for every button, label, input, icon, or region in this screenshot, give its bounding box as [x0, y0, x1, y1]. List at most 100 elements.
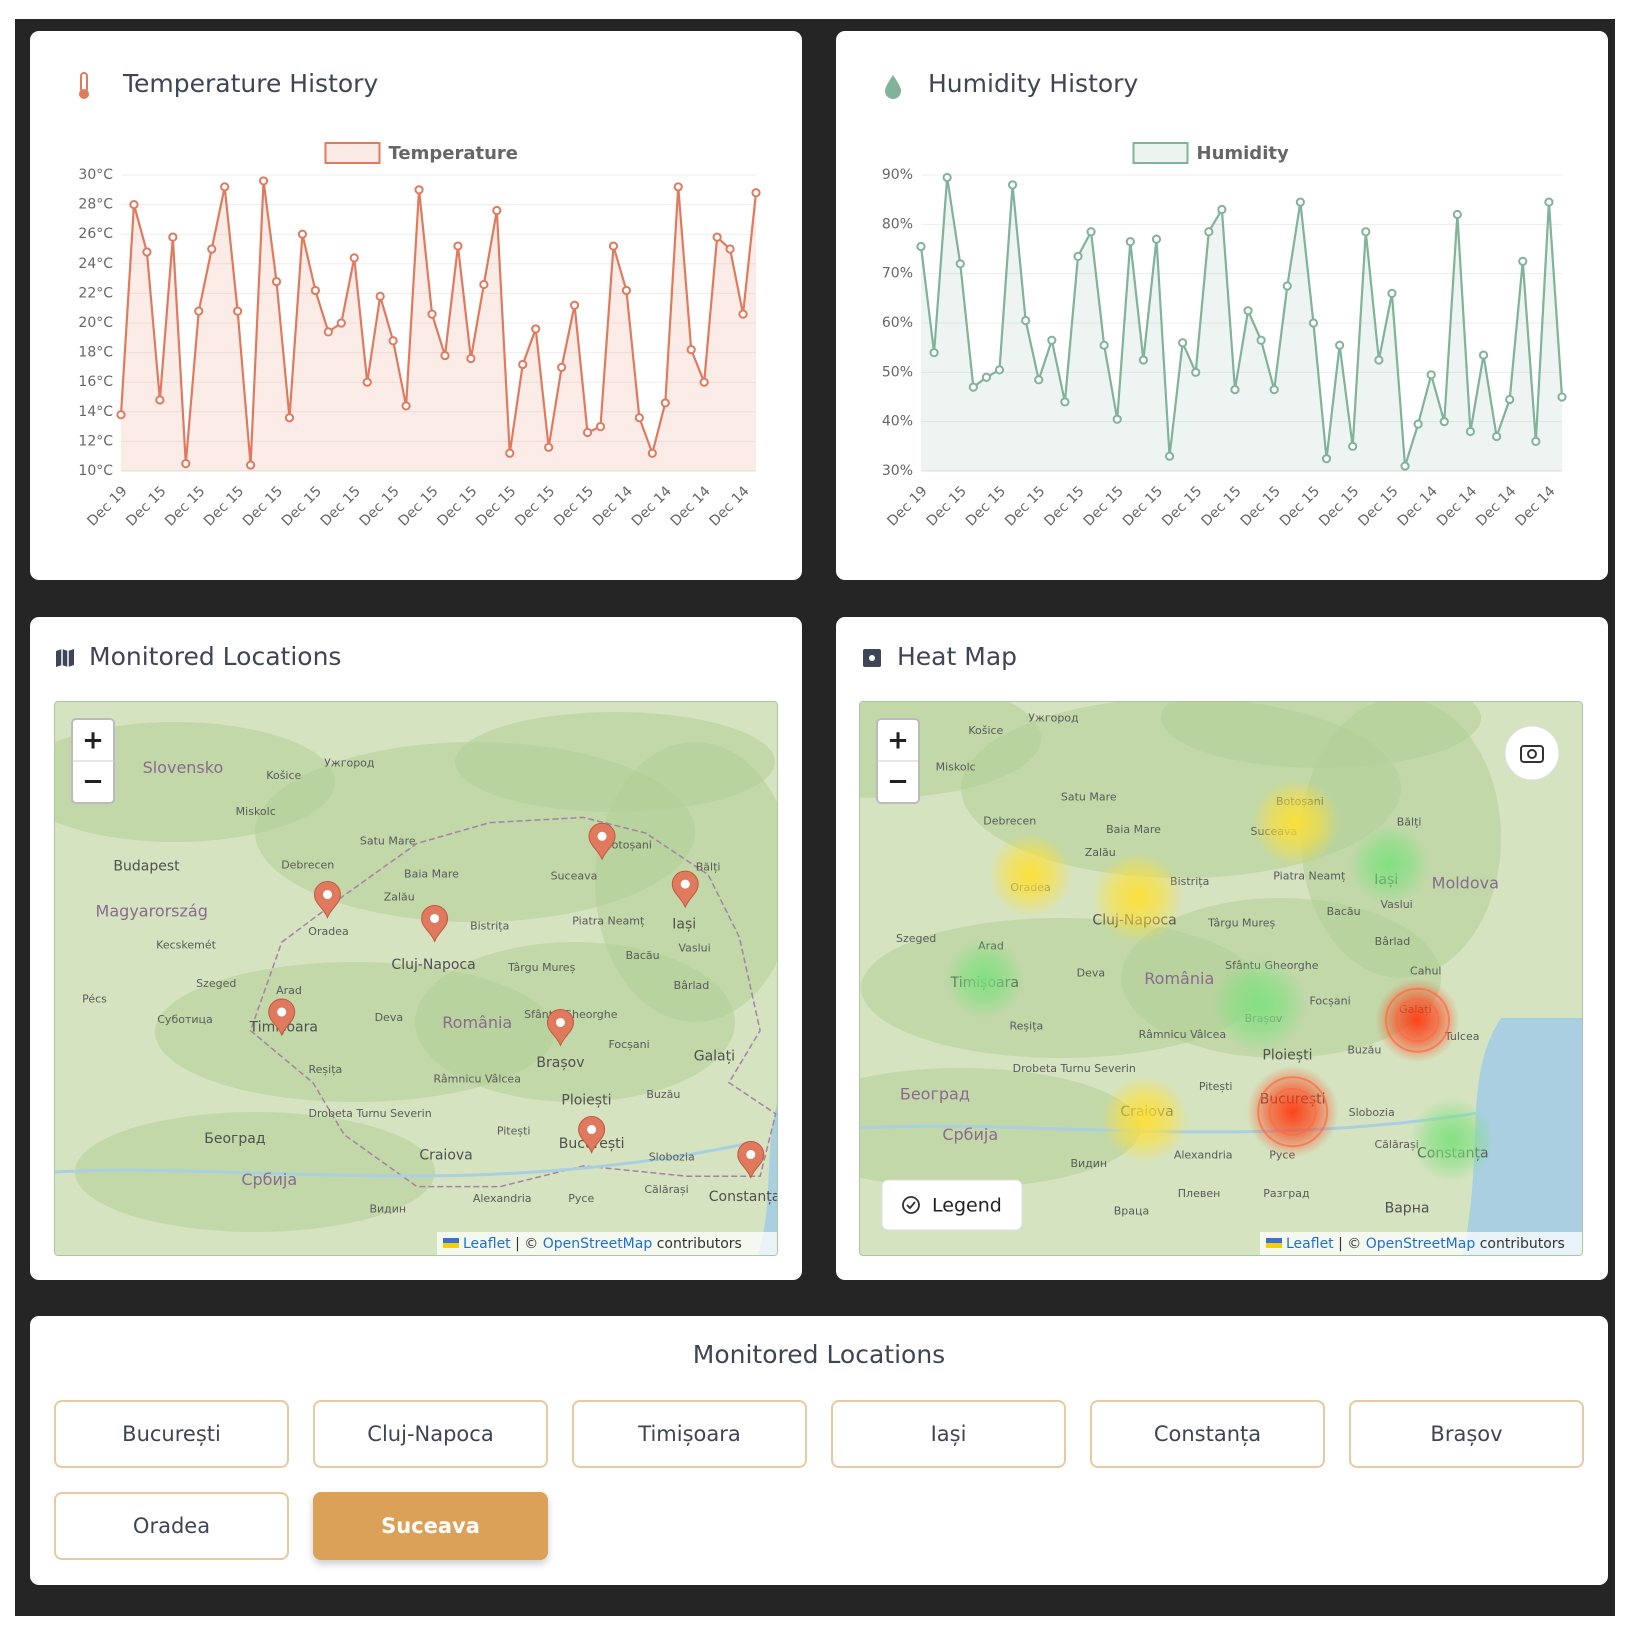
map-label: Alexandria	[1174, 1148, 1233, 1161]
map-label: Košice	[266, 769, 301, 782]
data-point	[686, 345, 696, 355]
marker-dot	[277, 1007, 287, 1017]
x-tick-label: Dec 14	[1473, 483, 1519, 529]
heatmap[interactable]: Košice Ужгород Miskolc Satu Mare Debrecen Bai…	[859, 701, 1583, 1256]
location-marker[interactable]	[421, 904, 449, 943]
location-marker[interactable]	[671, 870, 699, 909]
location-marker[interactable]	[313, 881, 341, 919]
data-point	[1413, 419, 1423, 429]
map-label: Bacău	[626, 949, 660, 962]
map-label: Râmnicu Vâlcea	[434, 1073, 521, 1086]
data-point	[544, 442, 554, 452]
location-button[interactable]: Timișoara	[572, 1400, 807, 1468]
map-label: Разград	[1263, 1187, 1310, 1200]
data-point	[440, 350, 450, 361]
border	[249, 816, 777, 1188]
map-label: Cahul	[1410, 964, 1441, 977]
location-button[interactable]: Brașov	[1349, 1400, 1584, 1468]
data-point	[1164, 451, 1175, 461]
marker-dot	[430, 913, 440, 923]
legend-button[interactable]	[881, 1179, 1023, 1231]
x-tick-label: Dec 15	[551, 483, 597, 529]
location-button[interactable]: București	[54, 1400, 289, 1468]
data-point	[207, 244, 217, 254]
data-point	[1295, 197, 1305, 207]
location-marker[interactable]	[737, 1141, 765, 1179]
map-label: Moldova	[1432, 874, 1499, 893]
map-label: Košice	[968, 724, 1003, 737]
legend-swatch	[1132, 142, 1189, 164]
heatmap-icon	[863, 649, 881, 667]
zoom-in[interactable]: +	[82, 726, 104, 756]
x-tick-label: Dec 15	[924, 483, 970, 529]
drop-icon	[885, 75, 901, 99]
data-point	[1178, 338, 1188, 348]
data-point	[336, 318, 346, 328]
location-button[interactable]: Iași	[831, 1400, 1066, 1468]
location-marker[interactable]	[268, 998, 296, 1037]
legend-label: Humidity	[1197, 143, 1289, 164]
zoom-out[interactable]: −	[887, 767, 909, 797]
map-label: Buzău	[646, 1088, 680, 1101]
y-tick-label: 80%	[882, 216, 913, 232]
x-tick-label: Dec 15	[434, 483, 480, 529]
x-tick-label: Dec 15	[201, 483, 247, 529]
data-point	[1348, 441, 1358, 451]
zoom-in[interactable]: +	[887, 726, 909, 756]
data-point	[1060, 397, 1070, 407]
map-label: Суботица	[157, 1013, 213, 1026]
data-point	[1452, 209, 1462, 220]
attribution-part: OpenStreetMap	[543, 1236, 653, 1252]
series-area	[121, 180, 756, 472]
x-tick-label: Dec 14	[590, 483, 636, 529]
humidity-panel: Humidity History 30% 40% 50% 60% 70% 80% 90% De…	[836, 31, 1608, 580]
map[interactable]: Slovensko Košice Ужгород Miskolc Budapest Mag…	[54, 701, 778, 1256]
map-label: Zalău	[384, 891, 415, 904]
map-label: Bârlad	[1375, 935, 1411, 948]
map-label: Reșița	[309, 1063, 343, 1076]
y-tick-label: 20°C	[78, 315, 113, 331]
data-point	[181, 459, 191, 469]
zoom-out[interactable]: −	[82, 767, 104, 797]
heat-spot	[988, 832, 1073, 917]
map-label: Pitești	[497, 1125, 531, 1138]
y-tick-label: 30%	[882, 463, 913, 479]
data-point	[518, 359, 528, 370]
map-label: Београд	[204, 1131, 265, 1147]
x-tick-label: Dec 15	[279, 483, 325, 529]
data-point	[595, 422, 606, 432]
data-point	[362, 377, 372, 387]
location-button[interactable]: Cluj-Napoca	[313, 1400, 548, 1468]
x-tick-label: Dec 14	[629, 483, 675, 529]
y-tick-label: 28°C	[78, 197, 113, 213]
data-point	[1491, 431, 1502, 442]
series-line	[119, 179, 758, 467]
location-button[interactable]: Oradea	[54, 1492, 289, 1560]
data-point	[1505, 394, 1515, 405]
data-point	[557, 362, 567, 372]
location-button[interactable]: Suceava	[313, 1492, 548, 1560]
data-point	[1335, 340, 1345, 350]
location-button[interactable]: Constanța	[1090, 1400, 1325, 1468]
data-point	[1361, 227, 1371, 237]
data-point	[1047, 335, 1057, 345]
map-label: Miskolc	[236, 805, 276, 818]
y-tick-label: 50%	[882, 364, 913, 380]
x-tick-label: Dec 15	[1159, 483, 1205, 529]
data-point	[1021, 315, 1031, 326]
map-label: Botoșani	[604, 839, 652, 852]
location-marker[interactable]	[588, 822, 616, 861]
map-label: Ужгород	[324, 756, 375, 769]
location-marker[interactable]	[546, 1008, 574, 1047]
x-tick-label: Dec 15	[395, 483, 441, 529]
data-point	[142, 247, 152, 257]
map-label: România	[1144, 969, 1214, 988]
camera-button[interactable]	[1504, 725, 1560, 781]
data-point	[968, 382, 978, 392]
data-point	[414, 185, 424, 195]
data-point	[738, 309, 748, 319]
location-marker[interactable]	[578, 1116, 606, 1154]
data-point	[1125, 237, 1135, 247]
data-point	[1544, 197, 1554, 207]
data-point	[297, 229, 308, 239]
